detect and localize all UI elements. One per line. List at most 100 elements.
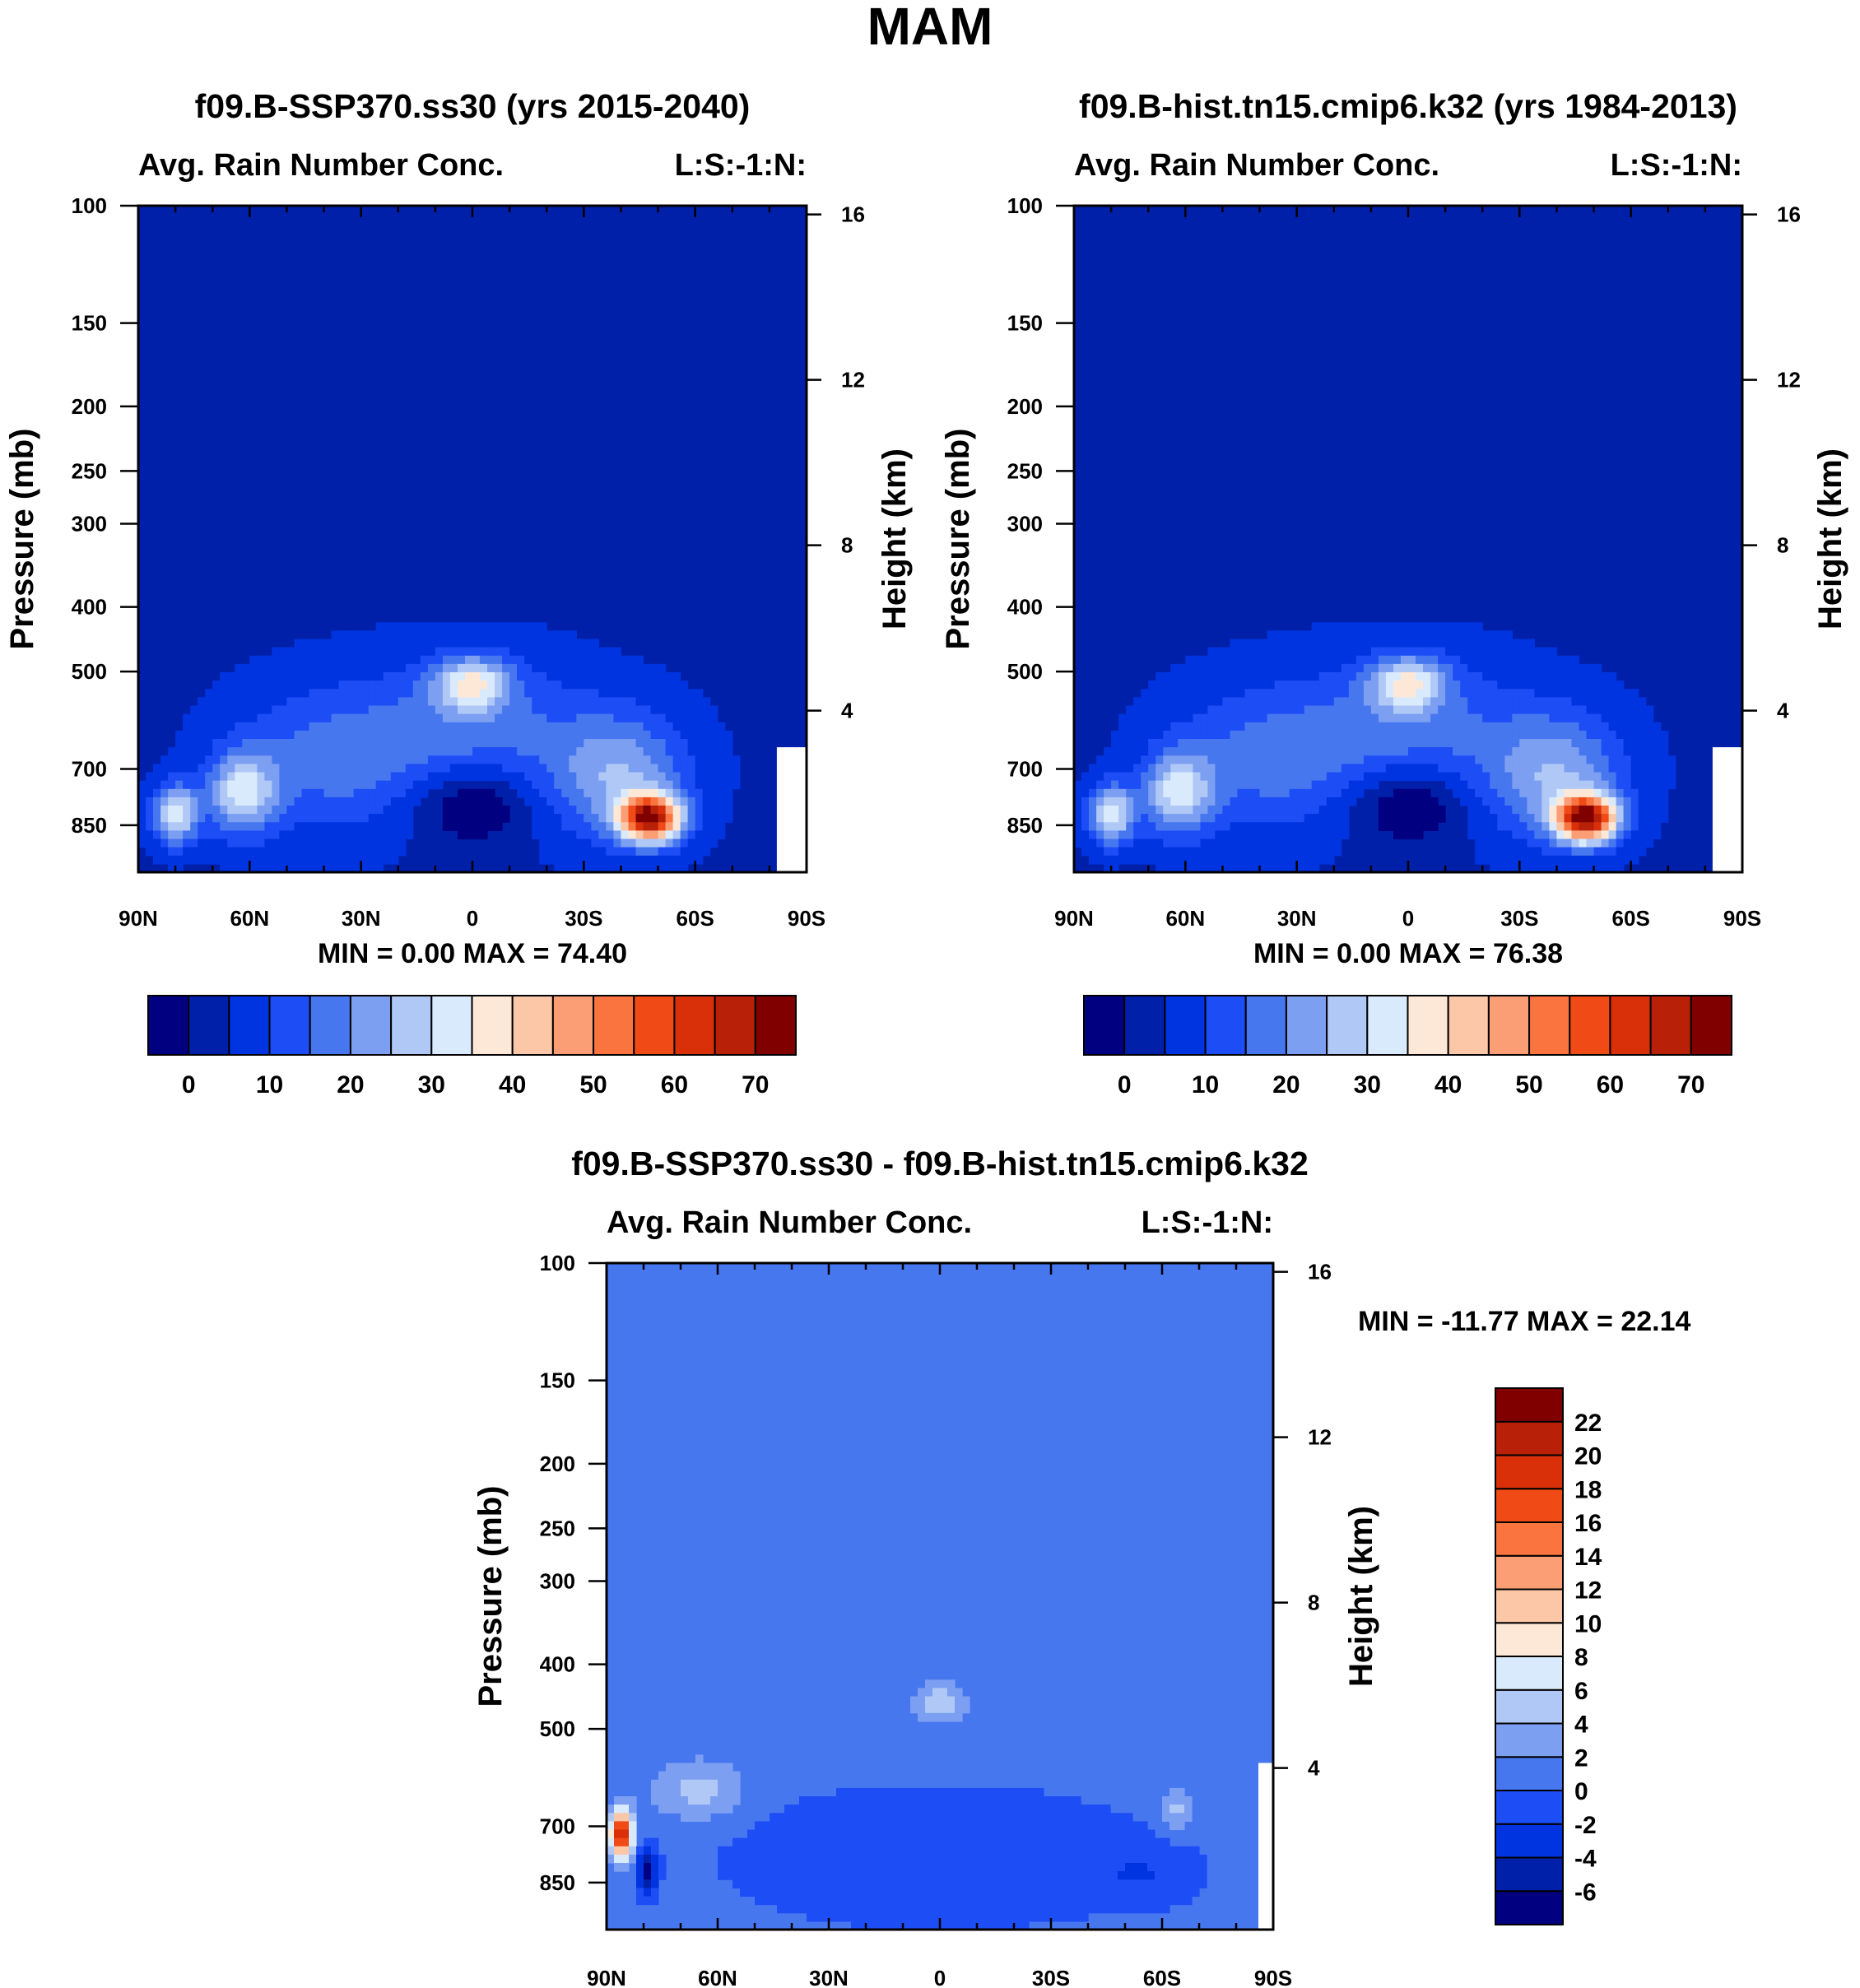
- contour-cell: [569, 822, 577, 831]
- contour-cell: [1460, 797, 1468, 806]
- contour-cell: [718, 1871, 726, 1880]
- contour-cell: [1230, 655, 1239, 665]
- contour-cell: [1512, 639, 1520, 648]
- contour-cell: [360, 772, 370, 782]
- contour-cell: [591, 788, 599, 798]
- contour-cell: [546, 730, 555, 740]
- contour-cell: [1438, 722, 1446, 732]
- contour-cell: [1445, 730, 1453, 740]
- contour-cell: [1193, 847, 1201, 857]
- contour-cell: [435, 772, 444, 782]
- contour-cell: [487, 622, 495, 631]
- contour-cell: [1296, 755, 1305, 764]
- contour-cell: [1490, 672, 1498, 681]
- contour-cell: [1645, 838, 1654, 848]
- contour-cell: [1259, 697, 1268, 707]
- contour-cell: [323, 780, 332, 790]
- contour-cell: [316, 764, 325, 773]
- contour-cell: [665, 722, 674, 732]
- contour-cell: [1416, 713, 1424, 723]
- contour-cell: [175, 806, 184, 815]
- contour-cell: [1178, 830, 1186, 840]
- contour-cell: [495, 689, 503, 698]
- contour-cell: [569, 705, 577, 715]
- contour-cell: [264, 838, 272, 848]
- contour-cell: [1593, 705, 1602, 715]
- contour-cell: [1095, 1837, 1104, 1847]
- contour-cell: [1571, 772, 1580, 782]
- contour-cell: [1267, 730, 1276, 740]
- contour-cell: [807, 1805, 815, 1814]
- contour-cell: [1141, 855, 1149, 865]
- contour-cell: [1355, 697, 1365, 707]
- contour-cell: [435, 722, 444, 732]
- contour-cell: [301, 830, 310, 840]
- contour-cell: [427, 647, 436, 657]
- contour-cell: [1712, 772, 1721, 782]
- contour-cell: [688, 1805, 696, 1814]
- contour-cell: [658, 747, 667, 756]
- contour-cell: [138, 814, 146, 823]
- contour-cell: [205, 806, 213, 815]
- contour-cell: [725, 1779, 733, 1789]
- colorbar-box: [268, 995, 311, 1056]
- contour-cell: [323, 655, 332, 665]
- contour-cell: [220, 730, 228, 740]
- contour-cell: [1007, 1813, 1015, 1822]
- contour-cell: [702, 755, 711, 764]
- contour-cell: [1258, 1837, 1267, 1847]
- contour-cell: [1541, 647, 1550, 657]
- contour-cell: [643, 755, 652, 764]
- contour-cell: [427, 739, 436, 748]
- contour-cell: [1244, 863, 1253, 872]
- contour-cell: [695, 1763, 704, 1772]
- contour-cell: [1519, 788, 1528, 798]
- contour-cell: [1326, 739, 1335, 748]
- contour-cell: [286, 788, 295, 798]
- contour-cell: [249, 713, 258, 723]
- contour-cell: [235, 697, 243, 707]
- contour-cell: [198, 788, 206, 798]
- contour-cell: [747, 1879, 756, 1888]
- contour-cell: [1438, 705, 1446, 715]
- contour-cell: [427, 622, 436, 631]
- contour-cell: [539, 797, 547, 806]
- contour-cell: [353, 755, 362, 764]
- contour-cell: [732, 1879, 741, 1888]
- height-tick-label: 8: [841, 533, 853, 558]
- contour-cell: [1326, 639, 1335, 648]
- contour-cell: [190, 747, 198, 756]
- contour-cell: [1630, 855, 1639, 865]
- contour-cell: [1267, 764, 1276, 773]
- contour-cell: [1281, 747, 1290, 756]
- contour-cell: [866, 1787, 874, 1797]
- contour-cell: [338, 672, 347, 681]
- contour-cell: [509, 647, 518, 657]
- contour-cell: [257, 663, 265, 673]
- contour-cell: [249, 863, 258, 872]
- contour-cell: [472, 713, 481, 723]
- contour-cell: [1178, 863, 1186, 872]
- contour-cell: [1608, 689, 1617, 698]
- contour-cell: [1438, 672, 1446, 681]
- contour-cell: [286, 647, 295, 657]
- contour-cell: [584, 838, 592, 848]
- contour-cell: [584, 722, 592, 732]
- contour-cell: [294, 680, 303, 690]
- contour-cell: [442, 689, 451, 698]
- contour-cell: [235, 680, 243, 690]
- contour-cell: [1556, 764, 1565, 773]
- contour-cell: [1490, 863, 1498, 872]
- contour-cell: [465, 747, 473, 756]
- contour-cell: [1259, 713, 1268, 723]
- contour-cell: [1089, 838, 1097, 848]
- contour-cell: [1252, 814, 1261, 823]
- contour-cell: [1133, 855, 1142, 865]
- contour-cell: [249, 814, 258, 823]
- contour-cell: [227, 755, 235, 764]
- contour-cell: [569, 680, 577, 690]
- contour-cell: [635, 747, 644, 756]
- contour-cell: [1616, 680, 1625, 690]
- contour-cell: [844, 1829, 852, 1839]
- contour-cell: [1593, 822, 1602, 831]
